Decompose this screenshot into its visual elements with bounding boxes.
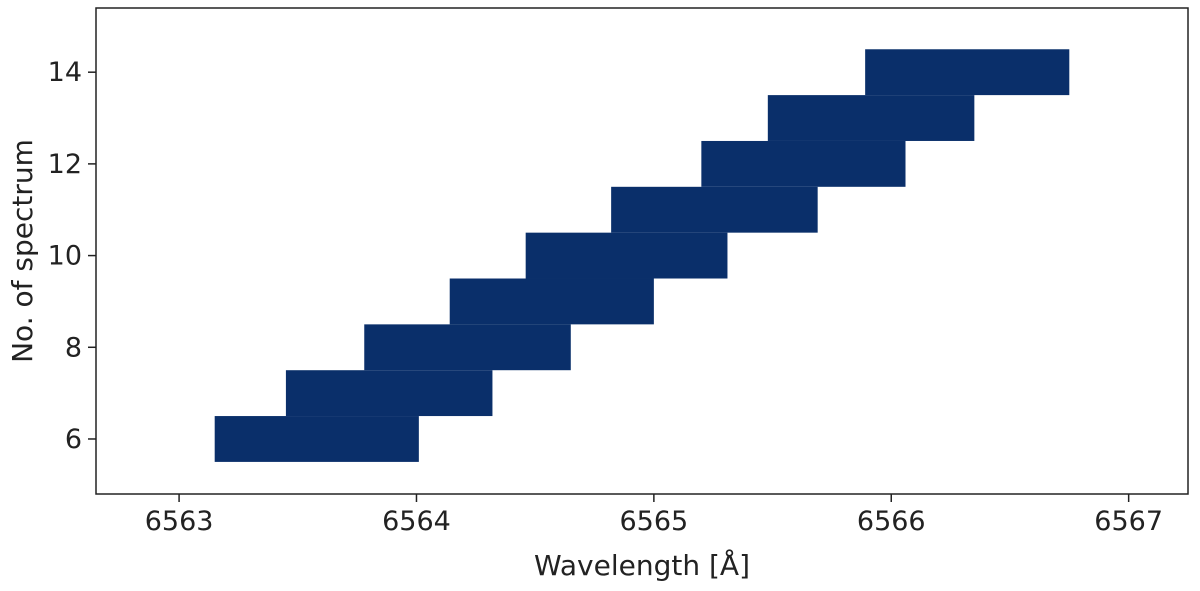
bar-spectrum-12 (701, 140, 906, 187)
bar-spectrum-8 (364, 324, 571, 371)
y-tick-label: 10 (48, 241, 82, 272)
bar-spectrum-10 (525, 232, 728, 279)
y-tick-label: 12 (48, 149, 82, 180)
x-tick-label: 6563 (145, 506, 214, 537)
x-tick-label: 6565 (620, 506, 689, 537)
y-tick-label: 8 (65, 332, 82, 363)
x-tick-label: 6564 (382, 506, 451, 537)
x-tick-label: 6567 (1094, 506, 1163, 537)
y-tick-label: 14 (48, 57, 82, 88)
bar-spectrum-6 (214, 416, 419, 462)
bar-spectrum-14 (865, 49, 1070, 96)
plot-frame (95, 7, 1189, 495)
bars-layer (214, 49, 1070, 462)
ticks-layer: 6563 6564 6565 6566 6567 6 8 10 12 14 (48, 57, 1163, 537)
y-axis-title: No. of spectrum (6, 139, 39, 363)
bar-spectrum-11 (611, 186, 818, 233)
bar-spectrum-13 (767, 95, 975, 141)
bar-spectrum-9 (449, 278, 654, 325)
y-tick-label: 6 (65, 424, 82, 455)
x-tick-label: 6566 (857, 506, 926, 537)
x-axis-title: Wavelength [Å] (534, 548, 750, 582)
bar-spectrum-7 (285, 370, 493, 417)
